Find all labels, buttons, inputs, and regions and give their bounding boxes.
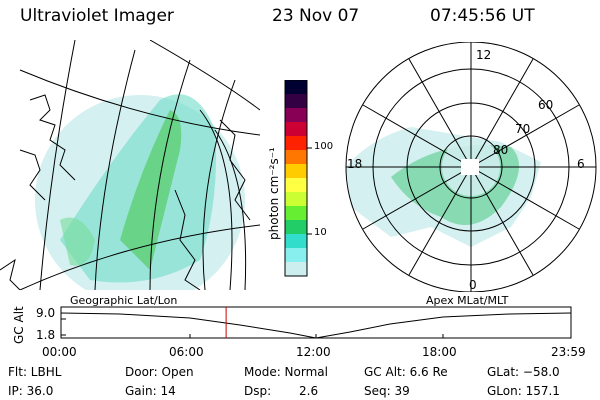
info-gain: Gain: 14 <box>125 384 176 398</box>
alt-xtick-3: 18:00 <box>422 345 457 359</box>
colorbar <box>284 80 312 277</box>
altitude-curve <box>60 312 572 339</box>
alt-ytick-9: 9.0 <box>36 306 56 320</box>
info-glon: GLon: 157.1 <box>487 384 560 398</box>
colorbar-segment <box>285 164 307 179</box>
colorbar-segment <box>285 262 307 277</box>
info-door: Door: Open <box>125 365 194 379</box>
geographic-image <box>0 40 260 290</box>
colorbar-segment <box>285 206 307 221</box>
mlt-label-12: 12 <box>476 48 492 62</box>
alt-ytick-1-8: 1.8 <box>36 328 56 342</box>
mlat-label-60: 60 <box>538 98 554 112</box>
altitude-plot <box>60 306 572 339</box>
colorbar-segment <box>285 220 307 235</box>
alt-xtick-2: 12:00 <box>296 345 331 359</box>
colorbar-segment <box>285 108 307 123</box>
colorbar-segment <box>285 178 307 193</box>
colorbar-segment <box>285 122 307 137</box>
colorbar-segment <box>285 248 307 263</box>
info-mode: Mode: Normal <box>244 365 328 379</box>
info-dsp-value: 2.6 <box>299 384 319 398</box>
colorbar-units: photon cm⁻²s⁻¹ <box>267 147 281 240</box>
alt-ylabel: GC Alt <box>12 306 26 344</box>
colorbar-segment <box>285 80 307 95</box>
colorbar-segment <box>285 192 307 207</box>
mlat-label-80: 80 <box>493 143 509 157</box>
mlt-label-0: 0 <box>469 278 477 292</box>
time-label: 07:45:56 UT <box>430 6 535 26</box>
alt-xtick-0: 00:00 <box>42 345 77 359</box>
info-ip: IP: 36.0 <box>8 384 54 398</box>
mlt-label-18: 18 <box>347 157 363 171</box>
left-panel-label: Geographic Lat/Lon <box>70 294 178 307</box>
instrument-title: Ultraviolet Imager <box>20 6 174 26</box>
colorbar-segment <box>285 94 307 109</box>
mlat-label-70: 70 <box>515 122 531 136</box>
info-dsp-label: Dsp: <box>244 384 272 398</box>
colorbar-segment <box>285 150 307 165</box>
date-label: 23 Nov 07 <box>272 6 360 26</box>
alt-xtick-1: 06:00 <box>169 345 204 359</box>
info-seq: Seq: 39 <box>364 384 410 398</box>
info-flt: Flt: LBHL <box>8 365 62 379</box>
alt-xtick-4: 23:59 <box>551 345 586 359</box>
info-glat: GLat: −58.0 <box>487 365 560 379</box>
mlt-label-6: 6 <box>577 157 585 171</box>
colorbar-tick-100: 100 <box>314 141 334 152</box>
colorbar-segment <box>285 136 307 151</box>
colorbar-segment <box>285 234 307 249</box>
info-gcalt: GC Alt: 6.6 Re <box>364 365 448 379</box>
polar-plot <box>345 42 597 292</box>
right-panel-label: Apex MLat/MLT <box>426 294 509 307</box>
colorbar-tick-10: 10 <box>314 227 327 238</box>
